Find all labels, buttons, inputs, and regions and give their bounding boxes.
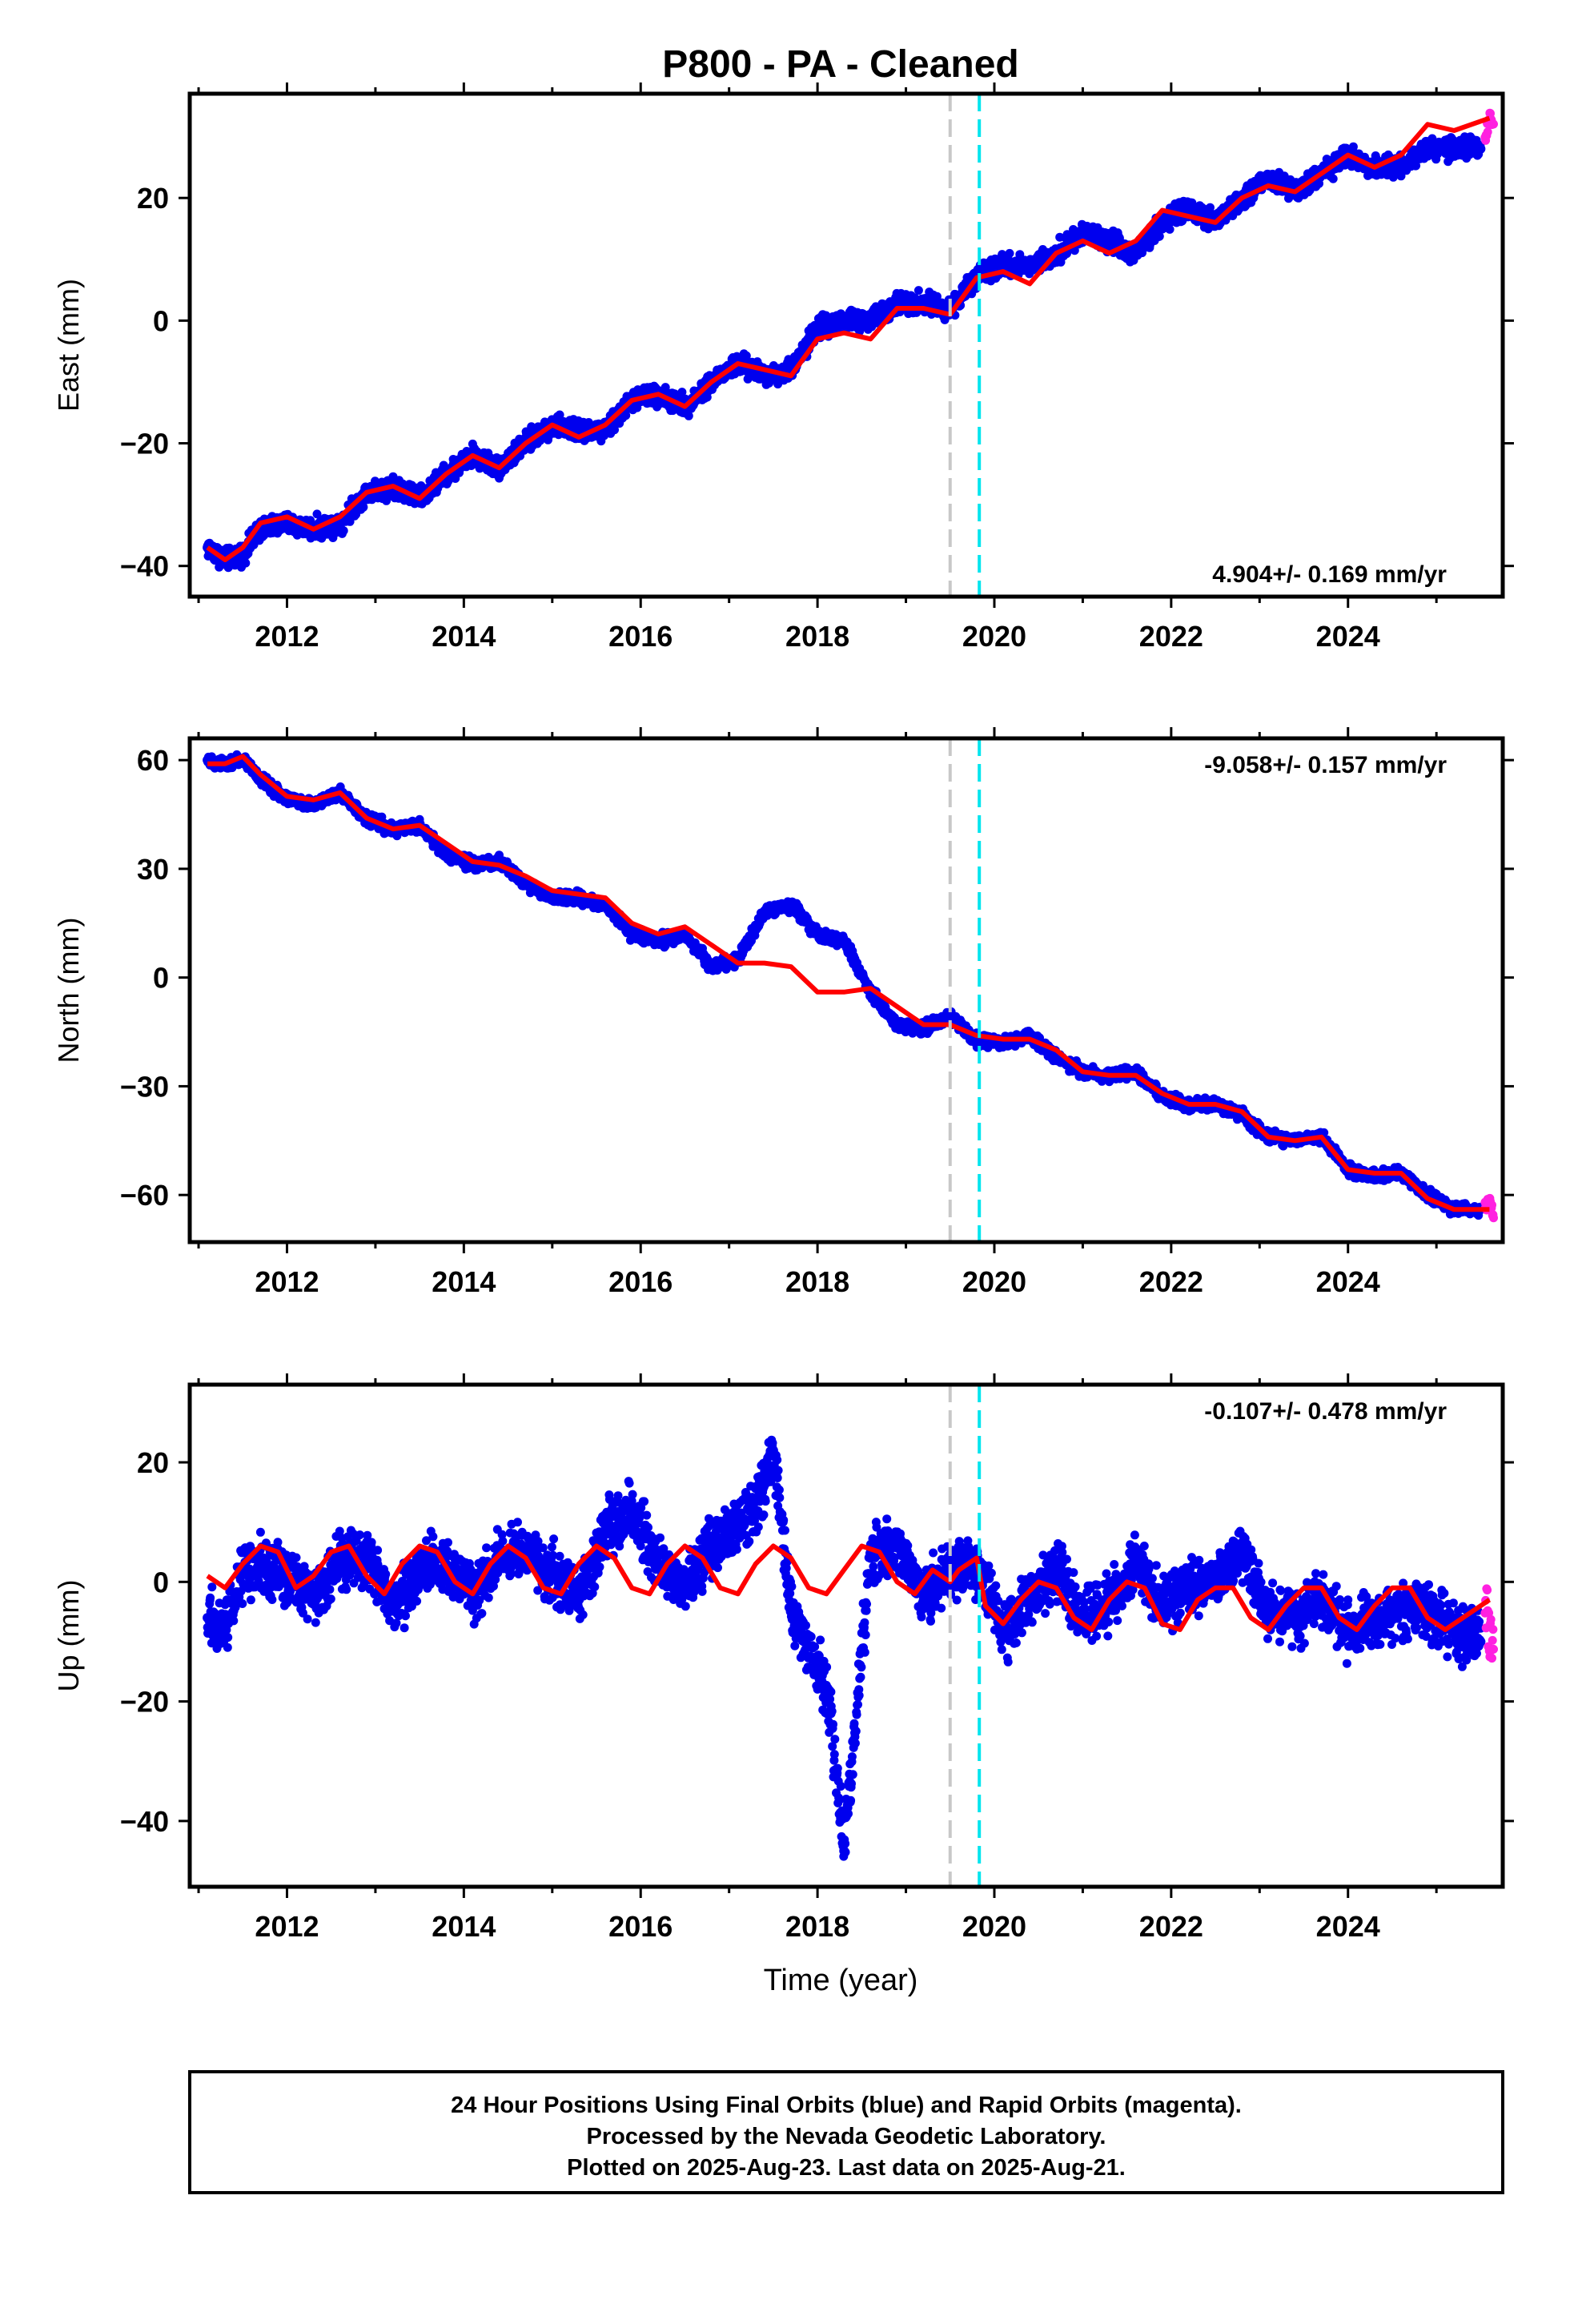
final-orbit-anchor-point (1183, 205, 1194, 215)
x-tick-label: 2016 (608, 620, 673, 653)
rapid-orbit-point (1483, 127, 1492, 137)
plot-frame (187, 91, 1505, 599)
final-orbit-point (741, 351, 751, 360)
final-orbit-anchor-point (839, 316, 849, 326)
final-orbit-points (203, 132, 1486, 573)
final-orbit-point (359, 502, 368, 512)
final-orbit-points (203, 750, 1486, 1220)
east-panel: 2012 2014 2016 2018 2020 2022 2024 −40 −20 0 20 Eas… (52, 82, 1514, 653)
final-orbit-anchor-point (918, 297, 929, 308)
y-tick-label: 0 (153, 304, 169, 337)
final-orbit-anchor-point (1157, 217, 1167, 227)
model-curve (206, 115, 1491, 562)
y-tick-label: −40 (120, 550, 169, 583)
final-orbit-point (382, 496, 391, 505)
final-orbit-point (312, 509, 322, 519)
x-tick-label: 2012 (255, 620, 319, 653)
rapid-orbit-point (1489, 119, 1498, 129)
final-orbit-anchor-point (1449, 143, 1460, 154)
rapid-orbit-points (1480, 108, 1498, 145)
plot-area (203, 94, 1498, 597)
final-orbit-anchor-point (1078, 230, 1088, 240)
final-orbit-point (1328, 174, 1338, 183)
final-orbit-anchor-point (1025, 260, 1035, 271)
final-orbit-point (241, 558, 251, 568)
final-orbit-anchor-point (1476, 143, 1486, 154)
final-orbit-anchor-point (1395, 162, 1406, 172)
final-orbit-point (1165, 224, 1174, 234)
x-tick-label: 2018 (785, 620, 849, 653)
final-orbit-point (913, 286, 923, 296)
final-orbit-point (621, 411, 631, 420)
y-tick-label: −20 (120, 428, 169, 460)
chart-title: P800 - PA - Cleaned (662, 43, 1018, 86)
final-orbit-point (555, 410, 564, 420)
x-tick-label: 2024 (1316, 620, 1380, 653)
final-orbit-anchor-point (1130, 248, 1141, 259)
final-orbit-point (339, 526, 348, 536)
final-orbit-anchor-point (892, 297, 902, 308)
final-orbit-anchor-point (1423, 143, 1433, 154)
final-orbit-anchor-point (865, 316, 876, 326)
final-orbit-anchor-point (813, 322, 823, 332)
x-tick-label: 2014 (432, 620, 496, 653)
final-orbit-anchor-point (1104, 235, 1114, 246)
final-orbit-point (1348, 142, 1358, 151)
final-orbit-anchor-point (335, 518, 345, 529)
final-orbit-point (1005, 248, 1014, 258)
y-tick-label: 20 (137, 182, 169, 215)
x-tick-label: 2022 (1139, 620, 1203, 653)
final-orbit-point (1154, 231, 1164, 241)
final-orbit-point (932, 292, 942, 301)
final-orbit-anchor-point (759, 371, 769, 381)
final-orbit-anchor-point (282, 518, 292, 529)
final-orbit-anchor-point (1263, 175, 1274, 185)
north-panel: 2012 2014 2016 2018 2020 2022 2024−60−3003060N… (52, 727, 1514, 1298)
y-axis-label: East (mm) (52, 279, 85, 412)
final-orbit-point (1396, 171, 1406, 181)
final-orbit-anchor-point (998, 260, 1009, 271)
final-orbit-point (684, 411, 693, 420)
x-tick-label: 2020 (962, 620, 1026, 653)
velocity-label: 4.904+/- 0.169 mm/yr (1212, 561, 1447, 588)
plot-area (203, 738, 1498, 1242)
